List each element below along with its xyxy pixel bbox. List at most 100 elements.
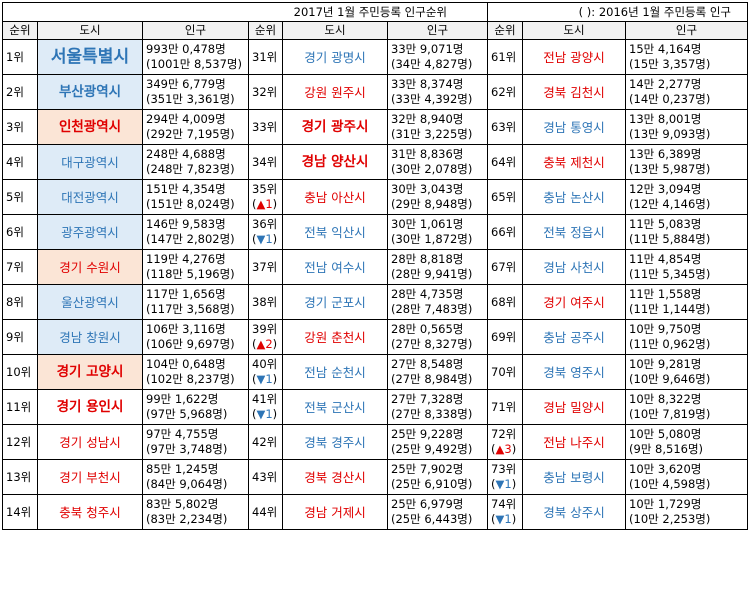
population-2016: (97만 3,748명): [146, 442, 228, 456]
header-rank: 순위: [2, 21, 38, 40]
population-2016: (102만 8,237명): [146, 372, 235, 386]
population-2017: 28만 0,565명: [391, 322, 464, 336]
rank-cell: 37위: [248, 249, 283, 285]
rank-change: (▲1): [252, 197, 278, 211]
rank-cell: 69위: [487, 319, 524, 355]
rank-cell: 71위: [487, 389, 524, 425]
population-cell: 28만 4,735명 (28만 7,483명): [386, 284, 489, 320]
rank-value: 72위: [491, 427, 517, 441]
population-cell: 13만 8,001명 (13만 9,093명): [625, 109, 749, 145]
city-name: 전남 나주시: [522, 424, 627, 460]
rank-cell: 68위: [487, 284, 524, 320]
population-2016: (11만 1,144명): [629, 302, 711, 316]
table-row: 9위 경남 창원시 106만 3,116명 (106만 9,697명) 39위 (▲2) 강…: [2, 319, 749, 355]
population-2017: 25만 6,979명: [391, 497, 464, 511]
population-cell: 11만 1,558명 (11만 1,144명): [625, 284, 749, 320]
rank-cell: 2위: [2, 74, 38, 110]
population-2017: 10만 3,620명: [629, 462, 702, 476]
rank-value: 64위: [491, 154, 517, 169]
rank-value: 61위: [491, 49, 517, 64]
population-2017: 14만 2,277명: [629, 77, 702, 91]
rank-value: 71위: [491, 399, 517, 414]
population-2016: (30만 1,872명): [391, 232, 473, 246]
city-name: 경남 사천시: [522, 249, 627, 285]
population-cell: 117만 1,656명 (117만 3,568명): [142, 284, 249, 320]
rank-change: (▲3): [491, 442, 517, 456]
population-cell: 27만 8,548명 (27만 8,984명): [386, 354, 489, 390]
population-2016: (31만 3,225명): [391, 127, 473, 141]
population-2016: (10만 9,646명): [629, 372, 711, 386]
rank-value: 32위: [252, 84, 278, 99]
rank-cell: 42위: [248, 424, 283, 460]
rank-value: 66위: [491, 224, 517, 239]
city-name: 경기 고양시: [37, 354, 143, 390]
population-2017: 25만 9,228명: [391, 427, 464, 441]
population-cell: 32만 8,940명 (31만 3,225명): [386, 109, 489, 145]
rank-value: 11위: [6, 399, 32, 414]
population-2017: 349만 6,779명: [146, 77, 226, 91]
population-2017: 993만 0,478명: [146, 42, 226, 56]
city-name: 서울특별시: [37, 39, 143, 75]
rank-value: 68위: [491, 294, 517, 309]
header-rank: 순위: [248, 21, 283, 40]
population-2017: 11만 5,083명: [629, 217, 702, 231]
city-name: 충남 보령시: [522, 459, 627, 495]
population-2017: 33만 9,071명: [391, 42, 464, 56]
rank-cell: 66위: [487, 214, 524, 250]
rank-value: 10위: [6, 364, 32, 379]
population-2016: (30만 2,078명): [391, 162, 473, 176]
population-cell: 10만 1,729명 (10만 2,253명): [625, 494, 749, 530]
city-name: 대전광역시: [37, 179, 143, 215]
rank-cell: 31위: [248, 39, 283, 75]
rank-cell: 64위: [487, 144, 524, 180]
city-name: 경북 상주시: [522, 494, 627, 530]
table-row: 3위 인천광역시 294만 4,009명 (292만 7,195명) 33위 경기 광주시…: [2, 109, 749, 145]
rank-cell: 65위: [487, 179, 524, 215]
rank-cell: 39위 (▲2): [248, 319, 283, 355]
city-name: 경북 경주시: [282, 424, 388, 460]
rank-value: 33위: [252, 119, 278, 134]
population-2016: (147만 2,802명): [146, 232, 235, 246]
header-rank: 순위: [487, 21, 524, 40]
population-2017: 104만 0,648명: [146, 357, 226, 371]
rank-value: 34위: [252, 154, 278, 169]
rank-down-indicator: ▼1: [256, 372, 273, 386]
population-2016: (151만 8,024명): [146, 197, 235, 211]
population-cell: 30만 1,061명 (30만 1,872명): [386, 214, 489, 250]
population-2016: (13만 9,093명): [629, 127, 711, 141]
population-2016: (1001만 8,537명): [146, 57, 242, 71]
header-row: 순위 도시 인구 순위 도시 인구 순위 도시 인구: [2, 21, 749, 40]
population-2017: 117만 1,656명: [146, 287, 226, 301]
table-row: 5위 대전광역시 151만 4,354명 (151만 8,024명) 35위 (▲1) 충남…: [2, 179, 749, 215]
population-2017: 10만 5,080명: [629, 427, 702, 441]
city-name: 전남 순천시: [282, 354, 388, 390]
city-name: 전북 익산시: [282, 214, 388, 250]
table-note: ( ): 2016년 1월 주민등록 인구: [487, 2, 749, 22]
header-pop: 인구: [142, 21, 249, 40]
rank-value: 38위: [252, 294, 278, 309]
population-2017: 106만 3,116명: [146, 322, 226, 336]
population-2017: 10만 9,281명: [629, 357, 702, 371]
population-cell: 12만 3,094명 (12만 4,146명): [625, 179, 749, 215]
population-2016: (10만 2,253명): [629, 512, 711, 526]
population-2017: 28만 4,735명: [391, 287, 464, 301]
population-2017: 85만 1,245명: [146, 462, 219, 476]
population-2016: (33만 4,392명): [391, 92, 473, 106]
population-cell: 10만 8,322명 (10만 7,819명): [625, 389, 749, 425]
table-row: 12위 경기 성남시 97만 4,755명 (97만 3,748명) 42위 경북 경주시…: [2, 424, 749, 460]
rank-value: 69위: [491, 329, 517, 344]
city-name: 충북 제천시: [522, 144, 627, 180]
rank-value: 6위: [6, 224, 24, 239]
table-row: 13위 경기 부천시 85만 1,245명 (84만 9,064명) 43위 경북 경산시…: [2, 459, 749, 495]
table-row: 8위 울산광역시 117만 1,656명 (117만 3,568명) 38위 경기 군포시…: [2, 284, 749, 320]
rank-cell: 14위: [2, 494, 38, 530]
rank-cell: 7위: [2, 249, 38, 285]
population-2016: (248만 7,823명): [146, 162, 235, 176]
population-cell: 25만 6,979명 (25만 6,443명): [386, 494, 489, 530]
rank-value: 2위: [6, 84, 24, 99]
population-cell: 146만 9,583명 (147만 2,802명): [142, 214, 249, 250]
table-row: 1위 서울특별시 993만 0,478명 (1001만 8,537명) 31위 경기 광명…: [2, 39, 749, 75]
rank-down-indicator: ▼1: [495, 512, 512, 526]
rank-cell: 12위: [2, 424, 38, 460]
population-cell: 25만 9,228명 (25만 9,492명): [386, 424, 489, 460]
